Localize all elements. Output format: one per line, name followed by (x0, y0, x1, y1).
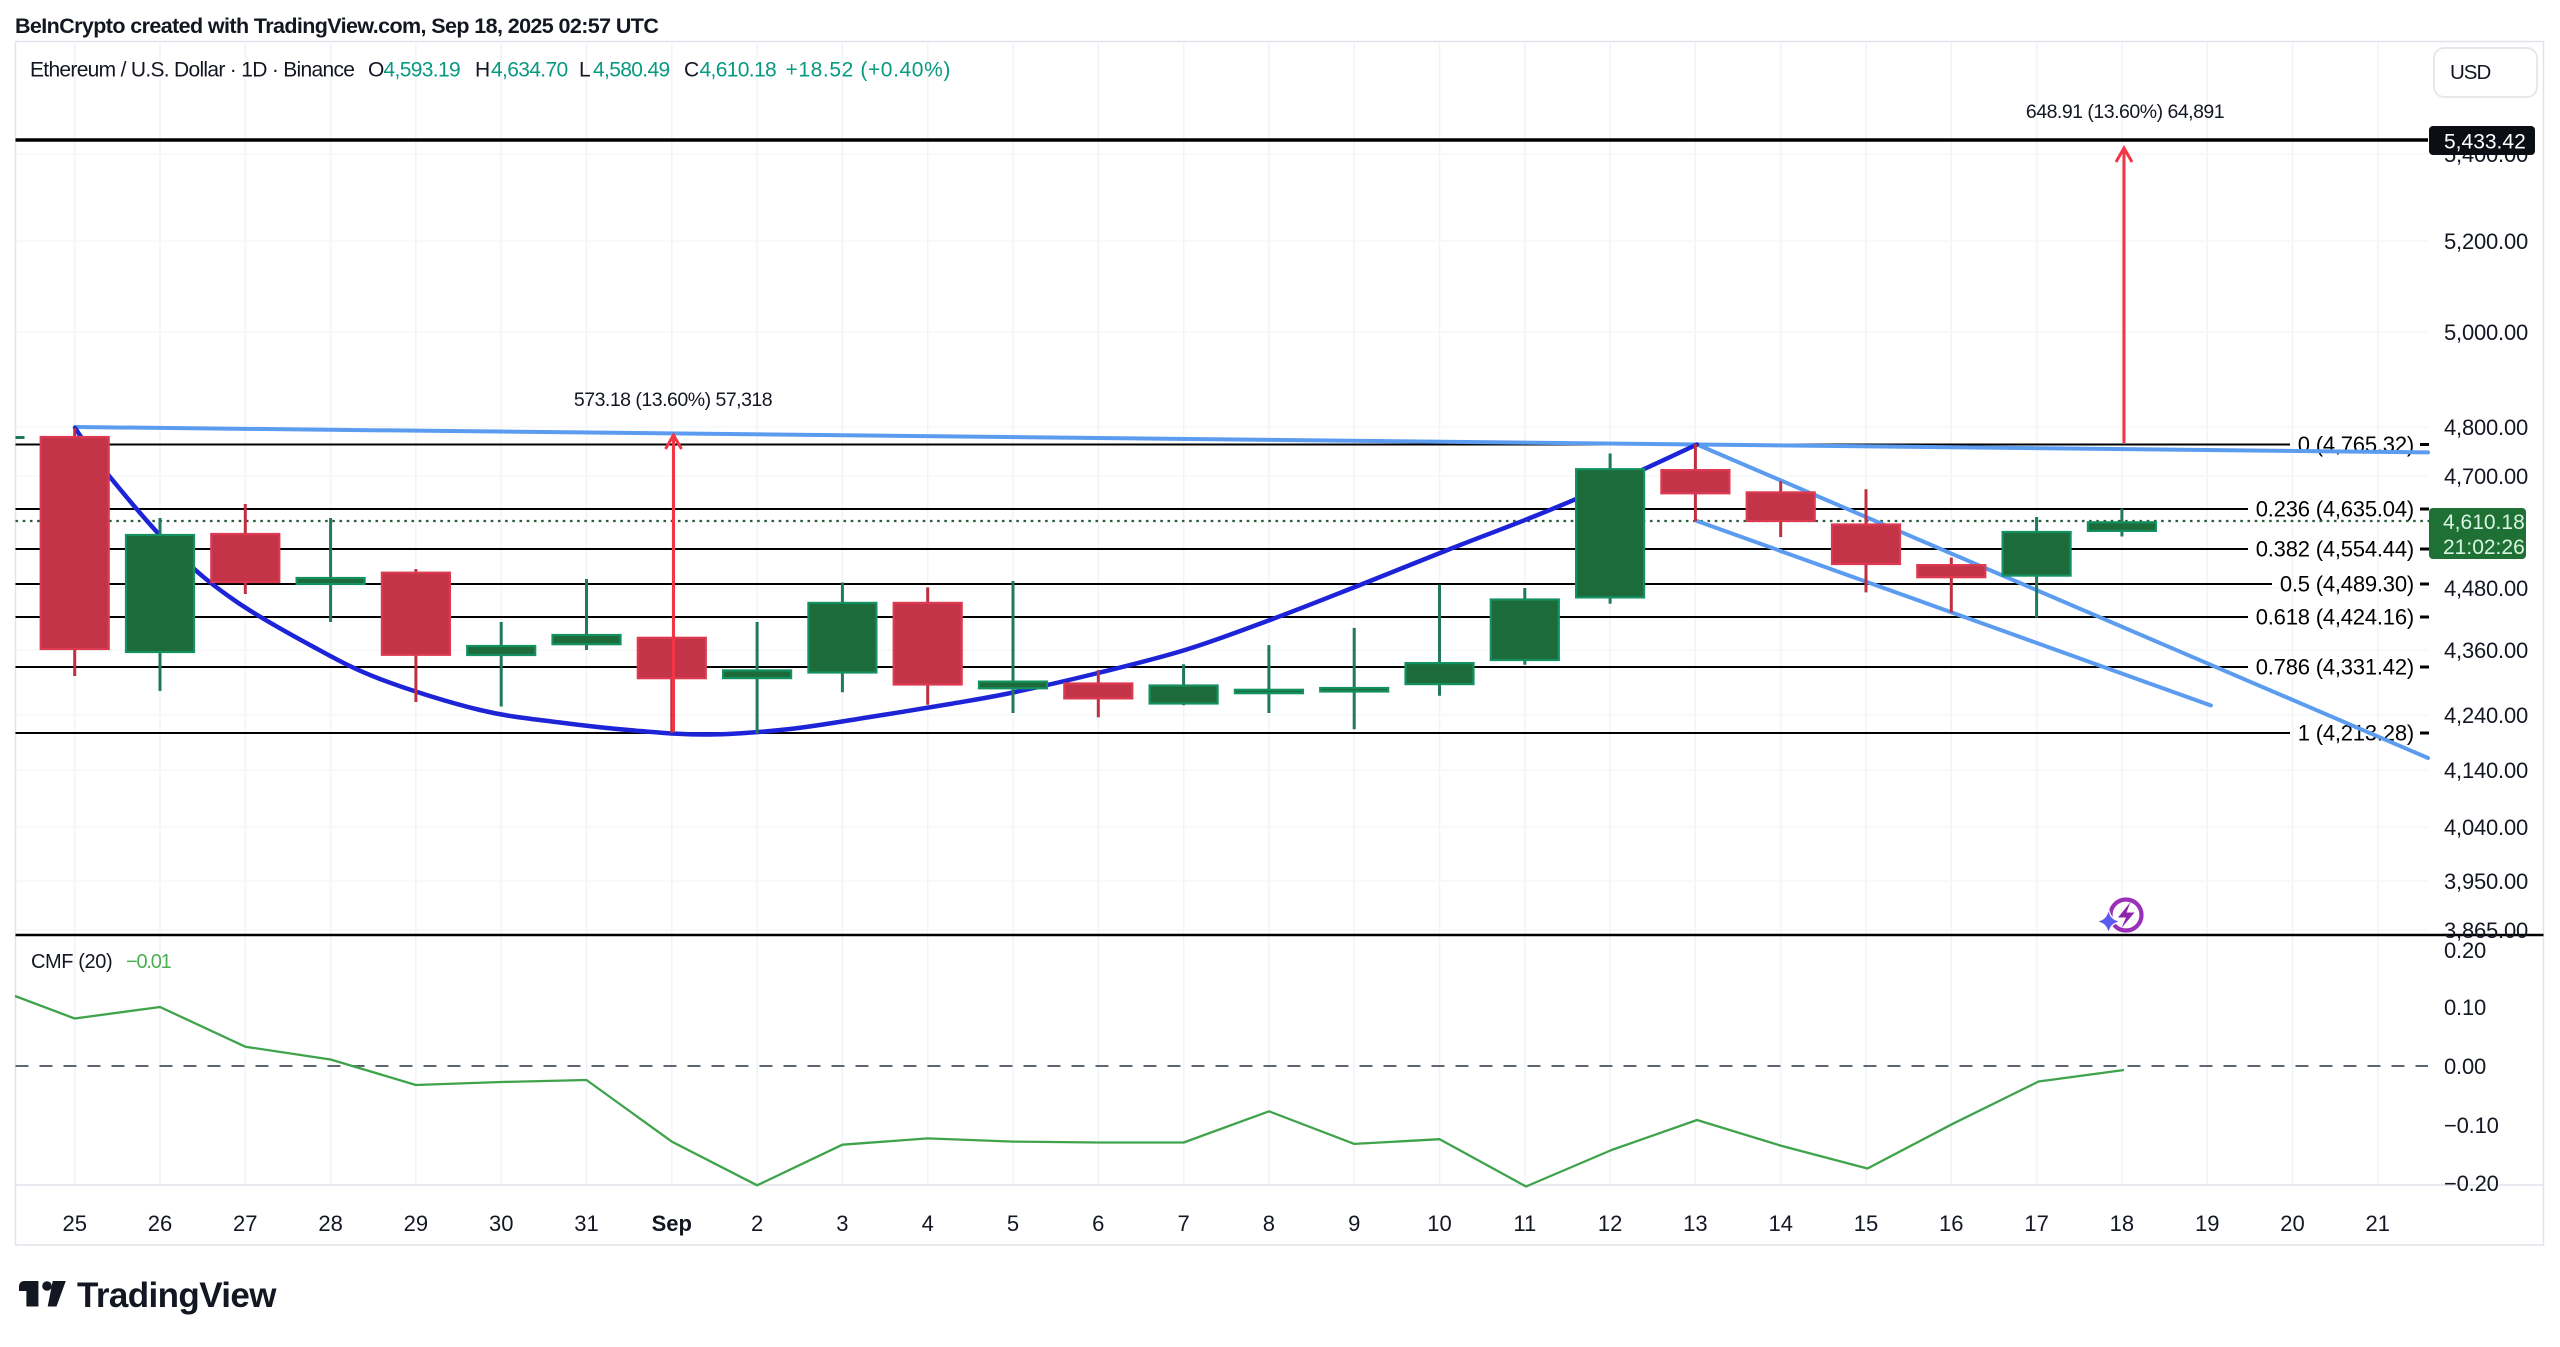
svg-text:4,800.00: 4,800.00 (2444, 415, 2528, 440)
svg-text:27: 27 (233, 1211, 257, 1236)
svg-text:4,610.18: 4,610.18 (2443, 511, 2525, 534)
svg-text:30: 30 (489, 1211, 513, 1236)
svg-text:−0.01: −0.01 (126, 951, 172, 973)
svg-text:BeInCrypto created with Tradin: BeInCrypto created with TradingView.com,… (15, 14, 658, 38)
svg-text:4,140.00: 4,140.00 (2444, 758, 2528, 783)
svg-text:25: 25 (62, 1211, 86, 1236)
svg-text:4,240.00: 4,240.00 (2444, 703, 2528, 728)
svg-text:0.10: 0.10 (2444, 995, 2486, 1020)
svg-text:3,950.00: 3,950.00 (2444, 869, 2528, 894)
svg-text:0.00: 0.00 (2444, 1054, 2486, 1079)
svg-text:16: 16 (1939, 1211, 1963, 1236)
svg-text:Sep: Sep (652, 1211, 692, 1236)
svg-text:5: 5 (1007, 1211, 1019, 1236)
svg-text:−0.20: −0.20 (2444, 1171, 2499, 1196)
svg-text:9: 9 (1348, 1211, 1360, 1236)
svg-text:10: 10 (1427, 1211, 1451, 1236)
svg-text:12: 12 (1598, 1211, 1622, 1236)
svg-text:0.20: 0.20 (2444, 938, 2486, 963)
svg-text:4,360.00: 4,360.00 (2444, 638, 2528, 663)
svg-text:0.5 (4,489.30): 0.5 (4,489.30) (2280, 572, 2414, 597)
svg-text:4,480.00: 4,480.00 (2444, 576, 2528, 601)
svg-text:0.786 (4,331.42): 0.786 (4,331.42) (2256, 655, 2414, 680)
svg-text:573.18 (13.60%) 57,318: 573.18 (13.60%) 57,318 (574, 389, 772, 411)
svg-text:0.236 (4,635.04): 0.236 (4,635.04) (2256, 497, 2414, 522)
svg-text:0.382 (4,554.44): 0.382 (4,554.44) (2256, 537, 2414, 562)
svg-text:648.91 (13.60%) 64,891: 648.91 (13.60%) 64,891 (2026, 101, 2224, 123)
svg-text:5,200.00: 5,200.00 (2444, 229, 2528, 254)
svg-text:0.618 (4,424.16): 0.618 (4,424.16) (2256, 605, 2414, 630)
svg-text:21:02:26: 21:02:26 (2443, 536, 2525, 559)
svg-text:4: 4 (922, 1211, 934, 1236)
svg-text:29: 29 (404, 1211, 428, 1236)
svg-text:5,433.42: 5,433.42 (2444, 131, 2526, 154)
svg-text:3,865.00: 3,865.00 (2444, 918, 2528, 943)
svg-text:6: 6 (1092, 1211, 1104, 1236)
svg-text:31: 31 (574, 1211, 598, 1236)
svg-text:18: 18 (2110, 1211, 2134, 1236)
svg-text:13: 13 (1683, 1211, 1707, 1236)
svg-text:28: 28 (318, 1211, 342, 1236)
svg-text:14: 14 (1768, 1211, 1792, 1236)
svg-text:3: 3 (836, 1211, 848, 1236)
svg-text:2: 2 (751, 1211, 763, 1236)
svg-text:Ethereum / U.S. Dollar · 1D ·: Ethereum / U.S. Dollar · 1D · Binance O4,… (30, 59, 951, 82)
svg-text:21: 21 (2366, 1211, 2390, 1236)
svg-text:USD: USD (2450, 61, 2490, 84)
svg-text:20: 20 (2280, 1211, 2304, 1236)
svg-text:15: 15 (1854, 1211, 1878, 1236)
svg-text:1 (4,213.28): 1 (4,213.28) (2298, 721, 2414, 746)
svg-text:8: 8 (1263, 1211, 1275, 1236)
svg-text:17: 17 (2024, 1211, 2048, 1236)
svg-text:4,040.00: 4,040.00 (2444, 815, 2528, 840)
svg-text:11: 11 (1513, 1211, 1536, 1236)
svg-text:19: 19 (2195, 1211, 2219, 1236)
svg-text:CMF (20): CMF (20) (31, 951, 112, 973)
svg-text:−0.10: −0.10 (2444, 1113, 2499, 1138)
svg-text:26: 26 (148, 1211, 172, 1236)
svg-text:TradingView: TradingView (77, 1276, 277, 1315)
svg-text:5,000.00: 5,000.00 (2444, 320, 2528, 345)
svg-text:7: 7 (1177, 1211, 1189, 1236)
svg-text:4,700.00: 4,700.00 (2444, 464, 2528, 489)
